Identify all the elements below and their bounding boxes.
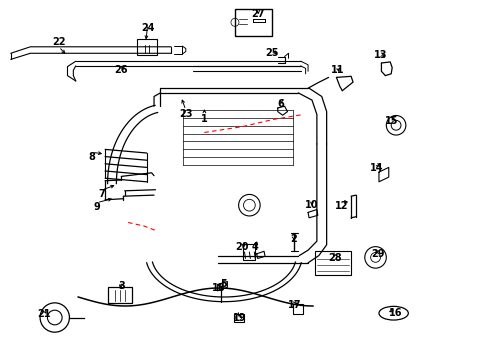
Bar (243, 244, 255, 260)
Text: 3: 3 (118, 281, 124, 291)
Text: 1: 1 (201, 114, 207, 124)
Text: 11: 11 (330, 65, 344, 75)
Text: 6: 6 (277, 99, 284, 109)
Text: 4: 4 (251, 242, 258, 252)
Bar (293, 304, 303, 314)
Text: 24: 24 (141, 23, 154, 33)
Text: 12: 12 (334, 201, 347, 211)
Text: 5: 5 (220, 279, 227, 289)
Text: 15: 15 (385, 116, 398, 126)
Text: 2: 2 (289, 234, 296, 244)
Bar (314, 251, 350, 275)
Text: 29: 29 (370, 249, 384, 259)
Bar (233, 314, 243, 321)
Text: 27: 27 (251, 9, 264, 19)
Text: 17: 17 (287, 300, 301, 310)
Text: 23: 23 (179, 109, 192, 120)
Text: 26: 26 (114, 65, 128, 75)
Text: 19: 19 (232, 312, 246, 323)
Text: 7: 7 (98, 189, 105, 199)
Text: 14: 14 (369, 163, 383, 174)
Text: 13: 13 (373, 50, 386, 60)
Bar (235, 9, 271, 36)
Text: 10: 10 (305, 200, 318, 210)
Text: 8: 8 (88, 152, 95, 162)
Text: 9: 9 (93, 202, 100, 212)
Text: 25: 25 (264, 48, 278, 58)
Bar (137, 39, 156, 55)
Text: 22: 22 (52, 37, 65, 48)
Text: 28: 28 (327, 253, 341, 264)
Text: 20: 20 (235, 242, 248, 252)
Bar (107, 287, 132, 303)
Text: 21: 21 (37, 309, 51, 319)
Text: 16: 16 (388, 308, 402, 318)
Text: 18: 18 (212, 283, 225, 293)
